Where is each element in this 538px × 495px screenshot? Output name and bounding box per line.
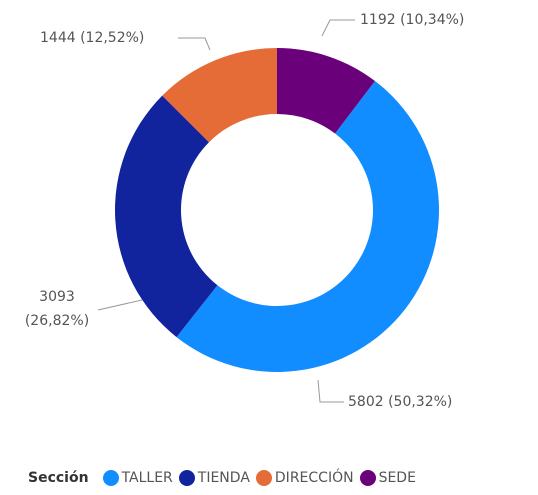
legend-title: Sección — [28, 470, 89, 486]
legend-swatch — [359, 470, 376, 486]
donut-slice — [162, 48, 277, 143]
legend-swatch — [255, 470, 272, 486]
data-label: 5802 (50,32%) — [348, 394, 453, 410]
legend-label: TALLER — [121, 470, 173, 486]
data-label: 1444 (12,52%) — [40, 30, 145, 46]
legend-label: SEDE — [378, 470, 416, 486]
donut-slice — [176, 80, 439, 372]
legend-swatch — [102, 470, 119, 486]
data-label: 3093 (26,82%) — [24, 289, 90, 329]
leader-line — [317, 379, 344, 403]
legend-label: DIRECCIÓN — [274, 470, 354, 486]
donut-slice — [276, 47, 375, 134]
leader-lines — [97, 19, 355, 403]
leader-line — [97, 299, 143, 311]
data-label: 1192 (10,34%) — [360, 12, 465, 28]
leader-line — [321, 19, 355, 37]
legend-swatch — [178, 470, 195, 486]
legend: Sección TALLER TIENDA DIRECCIÓN SEDE — [28, 470, 416, 486]
donut-slice — [114, 95, 218, 338]
chart — [97, 19, 439, 403]
legend-label: TIENDA — [197, 470, 250, 486]
leader-line — [178, 37, 211, 51]
